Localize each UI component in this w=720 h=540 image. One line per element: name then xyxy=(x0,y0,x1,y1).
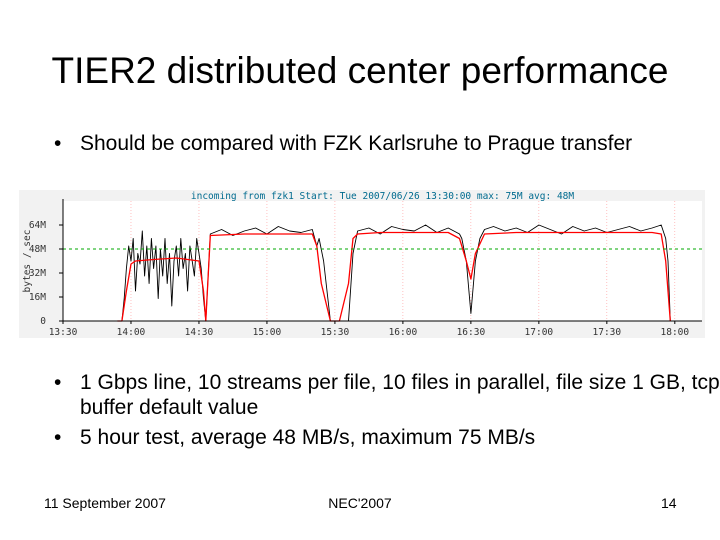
slide-title: TIER2 distributed center performance xyxy=(51,50,669,91)
footer-event: NEC'2007 xyxy=(328,495,392,511)
x-tick-label: 17:30 xyxy=(593,327,622,338)
x-tick-label: 17:00 xyxy=(525,327,554,338)
x-tick-label: 15:30 xyxy=(321,327,350,338)
y-tick-label: 48M xyxy=(29,244,46,255)
bullet-list-bottom: • 1 Gbps line, 10 streams per file, 10 f… xyxy=(54,370,720,455)
bullet-item: • 5 hour test, average 48 MB/s, maximum … xyxy=(54,425,720,450)
y-tick-label: 32M xyxy=(29,268,46,279)
chart-title: incoming from fzk1 Start: Tue 2007/06/26… xyxy=(191,191,574,202)
y-tick-label: 64M xyxy=(29,220,46,231)
y-tick-label: 16M xyxy=(29,292,46,303)
x-tick-labels: 13:30 14:00 14:30 15:00 15:30 16:00 16:30 17:00… xyxy=(49,327,690,338)
bullet-dot-icon: • xyxy=(54,132,62,155)
footer-date: 11 September 2007 xyxy=(44,495,166,511)
series-layer xyxy=(117,224,671,322)
rate-chart: incoming from fzk1 Start: Tue 2007/06/26… xyxy=(19,188,705,340)
bullet-item: • Should be compared with FZK Karlsruhe … xyxy=(54,131,632,156)
bullet-list-top: • Should be compared with FZK Karlsruhe … xyxy=(54,131,632,156)
x-tick-label: 14:30 xyxy=(185,327,214,338)
bullet-dot-icon: • xyxy=(54,426,62,449)
x-tick-label: 16:00 xyxy=(389,327,418,338)
x-tick-label: 13:30 xyxy=(49,327,78,338)
y-tick-label: 0 xyxy=(40,316,46,327)
bullet-text: 5 hour test, average 48 MB/s, maximum 75… xyxy=(80,426,536,449)
x-tick-label: 18:00 xyxy=(661,327,690,338)
x-tick-label: 15:00 xyxy=(253,327,282,338)
x-tick-label: 16:30 xyxy=(457,327,486,338)
bullet-item: • 1 Gbps line, 10 streams per file, 10 f… xyxy=(54,370,720,420)
footer-page-number: 14 xyxy=(661,495,677,511)
x-tick-label: 14:00 xyxy=(117,327,146,338)
plot-area xyxy=(63,201,702,321)
y-tick-labels: 0 16M 32M 48M 64M xyxy=(29,220,46,327)
bullet-text: Should be compared with FZK Karlsruhe to… xyxy=(80,132,633,155)
series-line-smoothed xyxy=(117,231,671,322)
axes xyxy=(59,199,702,324)
bullet-text: 1 Gbps line, 10 streams per file, 10 fil… xyxy=(80,371,720,419)
bullet-dot-icon: • xyxy=(54,371,62,394)
y-axis-label: bytes / sec xyxy=(22,230,33,293)
